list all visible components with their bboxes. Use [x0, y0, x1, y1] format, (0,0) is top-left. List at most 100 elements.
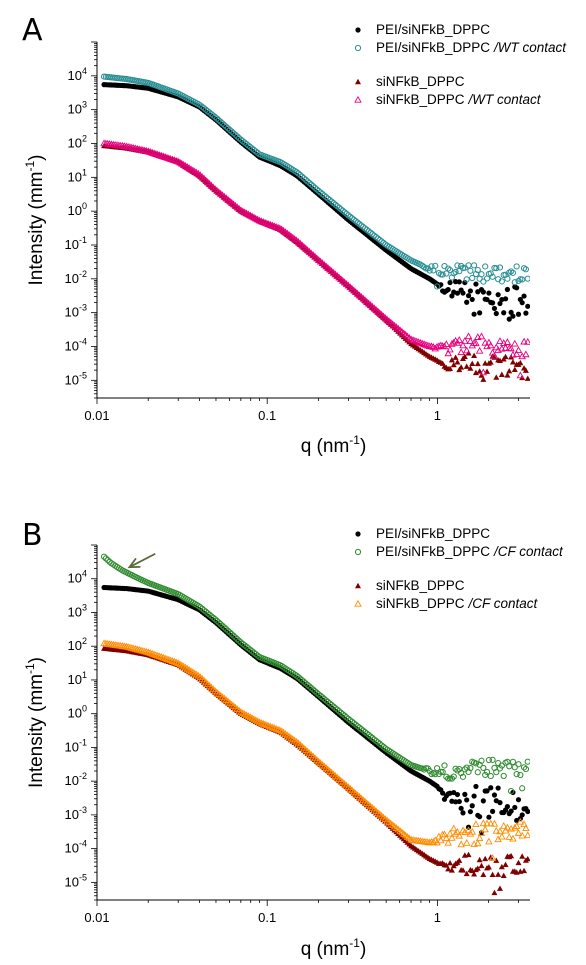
data-point: [496, 264, 504, 271]
data-point: [519, 812, 525, 818]
data-point: [376, 236, 383, 244]
data-point: [330, 200, 337, 207]
data-point: [213, 617, 221, 624]
data-point: [172, 156, 180, 164]
data-point: [150, 650, 158, 658]
data-point: [488, 854, 497, 861]
data-point: [508, 852, 515, 859]
data-point: [163, 655, 171, 662]
data-point: [347, 213, 354, 220]
data-point: [244, 210, 253, 218]
data-point: [313, 689, 320, 696]
y-tick-label: 10-2: [65, 269, 87, 286]
series-filled-circle-0: [101, 584, 530, 836]
data-point: [365, 731, 372, 739]
data-point: [311, 184, 319, 191]
data-point: [250, 146, 258, 154]
data-point: [319, 694, 326, 701]
data-point: [213, 115, 221, 122]
data-point: [509, 834, 517, 842]
data-point: [490, 819, 499, 827]
data-point: [221, 624, 228, 631]
data-point: [445, 286, 451, 293]
y-tick-label: 101: [68, 670, 87, 687]
data-point: [131, 645, 140, 652]
data-point: [226, 126, 233, 134]
panel-a: A 10-5 10-4 10-3 10-2 10-1 100 101 102 103 104 0.01…: [22, 13, 567, 457]
data-point: [270, 724, 279, 731]
data-point: [517, 359, 524, 366]
data-point: [504, 372, 511, 378]
data-point: [446, 829, 454, 837]
data-point: [240, 208, 249, 216]
data-point: [511, 279, 518, 286]
data-point: [367, 733, 374, 740]
legend-marker: [354, 95, 362, 103]
data-point: [354, 723, 361, 730]
data-point: [161, 153, 169, 160]
data-point: [502, 861, 509, 867]
legend-marker: [354, 548, 362, 556]
data-point: [520, 337, 528, 345]
data-point: [484, 296, 490, 303]
data-point: [427, 342, 436, 350]
data-point: [437, 836, 445, 844]
data-point: [498, 863, 505, 870]
data-point: [363, 226, 370, 233]
data-point: [450, 773, 457, 780]
data-point: [456, 798, 462, 805]
x-tick-label: 0.01: [84, 910, 109, 925]
data-point: [234, 636, 241, 643]
data-point: [452, 268, 459, 276]
data-point: [452, 765, 459, 772]
data-point: [345, 212, 352, 219]
data-point: [369, 734, 376, 742]
data-point: [361, 728, 369, 736]
data-point: [457, 840, 465, 848]
data-point: [477, 814, 483, 820]
data-point: [429, 837, 438, 845]
data-point: [228, 631, 235, 638]
data-point: [489, 300, 496, 306]
data-point: [341, 209, 348, 216]
data-point: [100, 553, 108, 560]
y-tick-label: 10-3: [65, 303, 87, 320]
data-point: [509, 758, 517, 765]
legend-entry: PEI/siNFkB_DPPC/CF contact: [376, 544, 564, 559]
data-point: [242, 711, 251, 719]
data-point: [455, 336, 464, 343]
legend: PEI/siNFkB_DPPC PEI/siNFkB_DPPC/CF contac…: [354, 526, 564, 611]
data-point: [247, 646, 254, 653]
data-point: [263, 721, 271, 729]
data-point: [522, 765, 529, 773]
data-point: [455, 831, 464, 839]
data-point: [226, 629, 233, 636]
data-point: [515, 761, 522, 768]
data-point: [453, 828, 462, 835]
data-series-group: [100, 73, 530, 382]
data-point: [473, 783, 479, 790]
data-point: [140, 647, 149, 655]
data-point: [274, 223, 282, 231]
data-point: [512, 822, 521, 829]
data-point: [506, 763, 513, 770]
panel-label: B: [22, 518, 43, 553]
data-point: [293, 672, 300, 679]
data-point: [523, 310, 529, 316]
data-point: [446, 266, 454, 274]
data-point: [165, 154, 173, 162]
data-point: [170, 156, 179, 164]
data-point: [242, 209, 251, 217]
data-point: [480, 871, 487, 878]
data-point: [489, 273, 496, 280]
data-point: [297, 171, 304, 179]
data-point: [515, 859, 522, 866]
x-tick-label: 1: [434, 408, 441, 423]
data-point: [486, 819, 495, 827]
data-point: [466, 829, 475, 837]
data-point: [102, 555, 109, 562]
data-point: [172, 658, 180, 666]
data-point: [433, 765, 441, 772]
data-point: [204, 108, 211, 115]
